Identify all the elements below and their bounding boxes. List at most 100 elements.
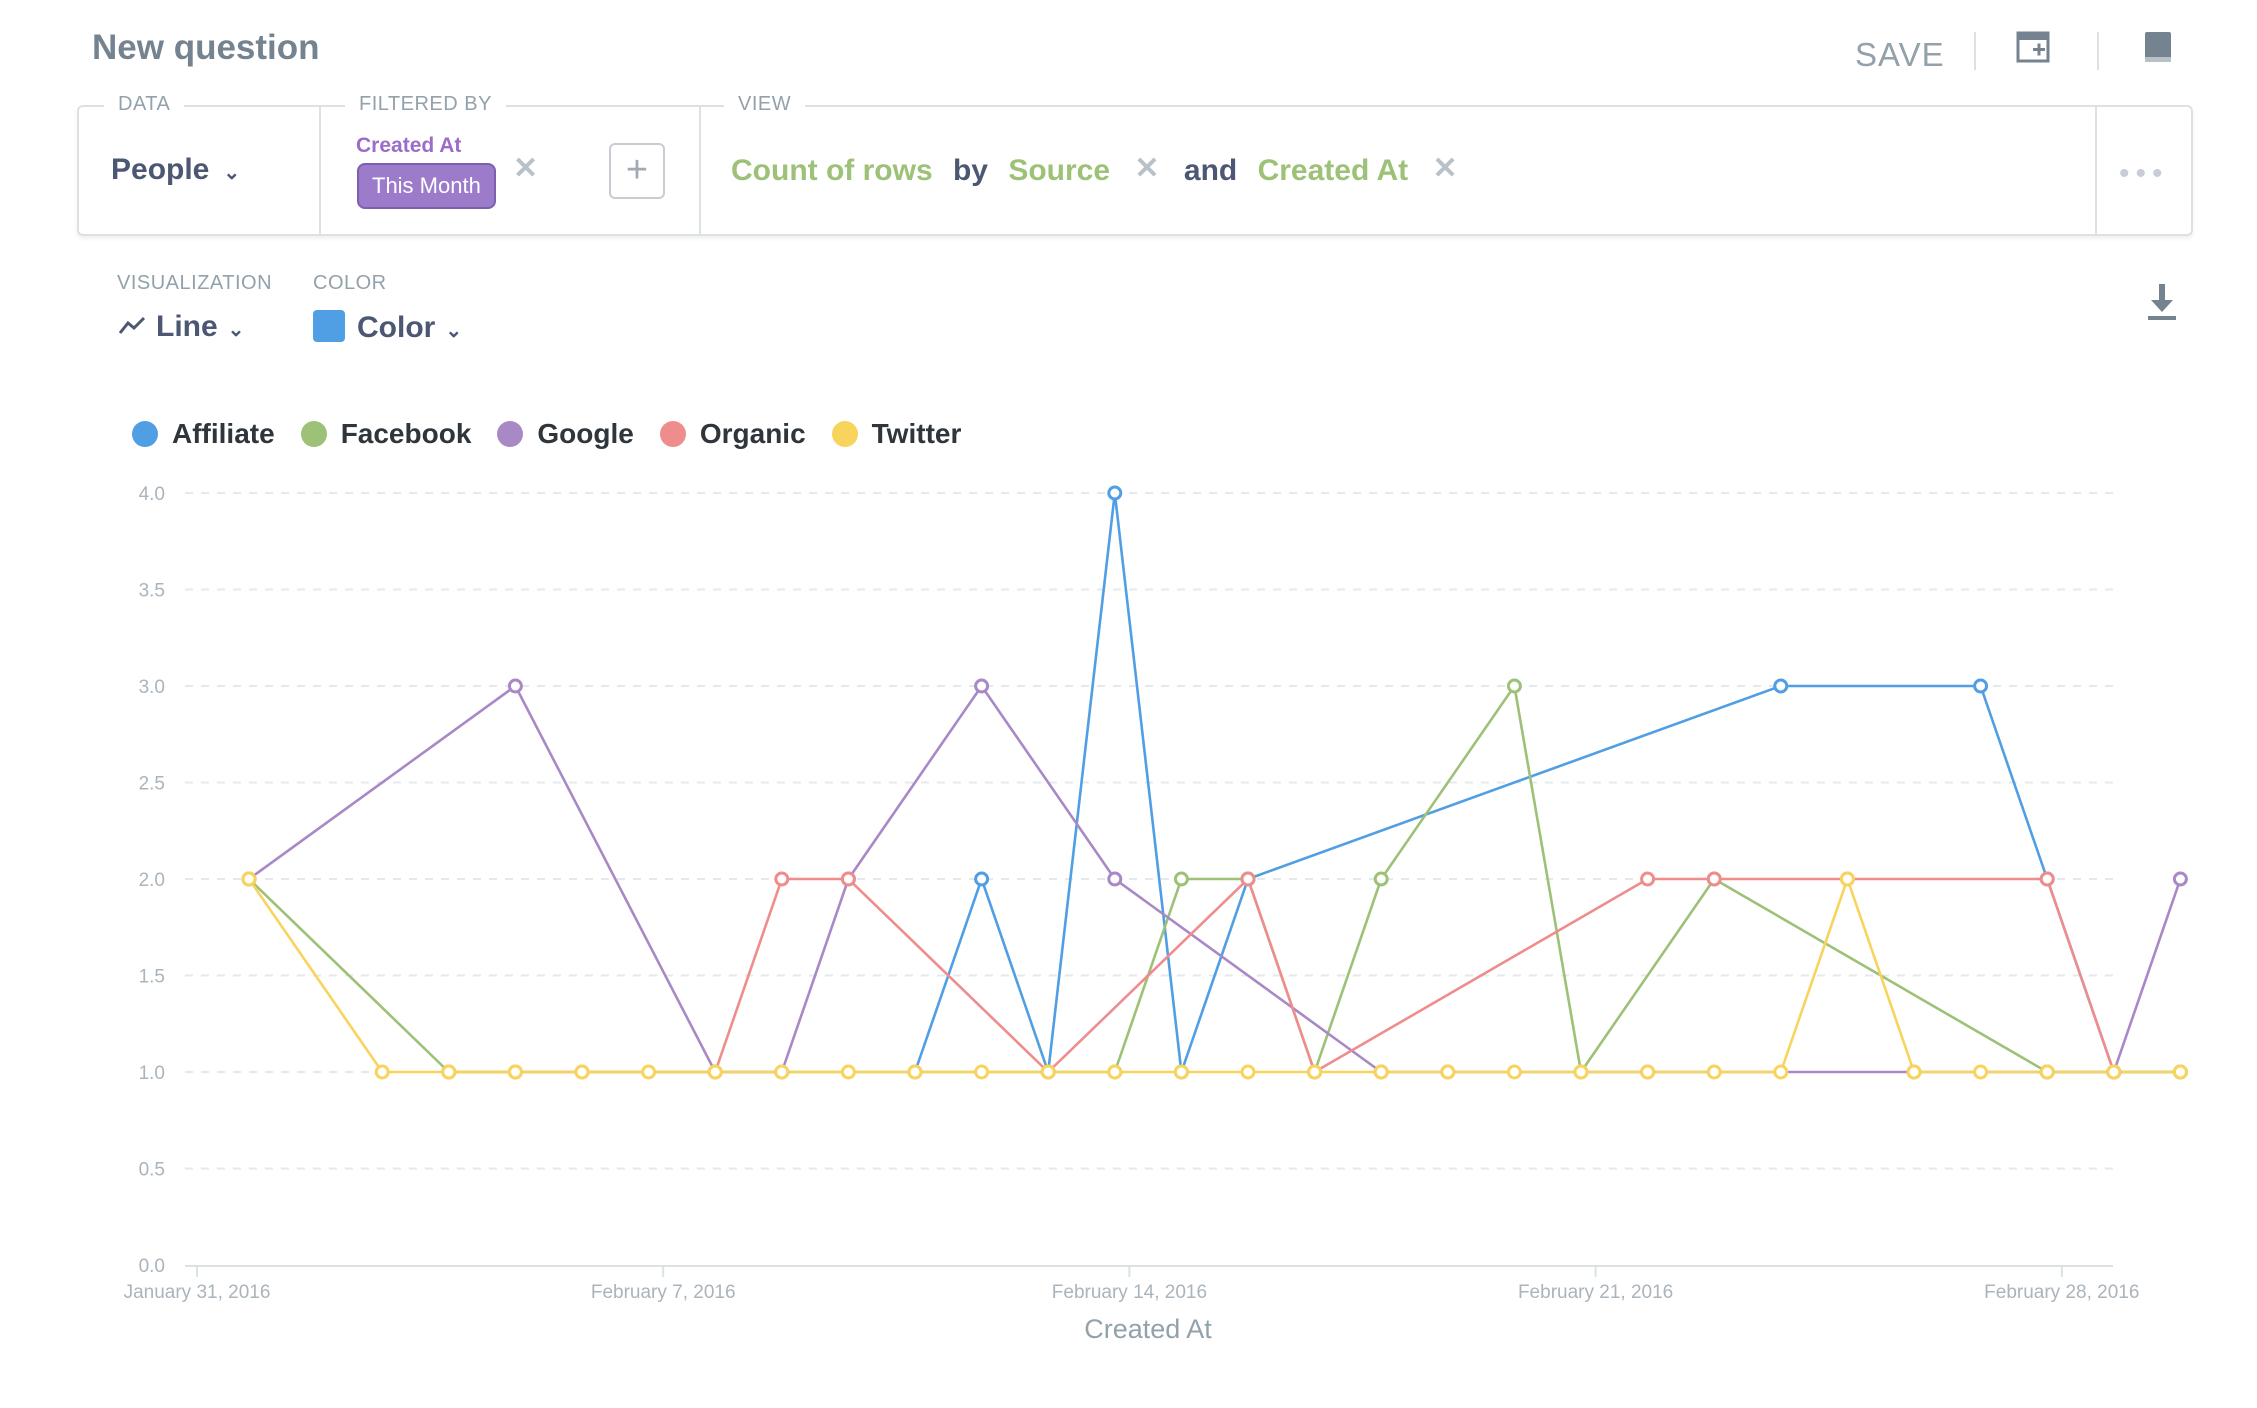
add-filter-button[interactable]: +	[609, 143, 665, 199]
header-divider	[2097, 32, 2099, 70]
data-point-google	[507, 678, 523, 694]
add-to-dashboard-icon[interactable]	[2016, 30, 2052, 66]
x-tick-label: January 31, 2016	[124, 1282, 271, 1303]
legend-dot	[659, 421, 686, 447]
legend-item-facebook[interactable]: Facebook	[300, 418, 472, 450]
book-icon[interactable]	[2140, 30, 2176, 66]
and-word: and	[1183, 154, 1238, 187]
color-swatch	[313, 310, 345, 342]
data-point-twitter	[1906, 1064, 1922, 1080]
legend-label: Google	[537, 418, 634, 449]
by-word: by	[952, 154, 988, 187]
data-point-organic	[840, 871, 856, 887]
view-section-label: VIEW	[724, 93, 806, 116]
x-tick-label: February 21, 2016	[1518, 1282, 1673, 1303]
data-point-google	[2172, 871, 2188, 887]
breakout-source[interactable]: Source	[1008, 154, 1111, 187]
data-point-twitter	[1107, 1064, 1123, 1080]
data-source-select[interactable]: People ⌄	[111, 153, 240, 187]
data-section-label: DATA	[104, 93, 185, 116]
data-point-twitter	[1307, 1064, 1323, 1080]
data-point-twitter	[507, 1064, 523, 1080]
data-point-twitter	[1506, 1064, 1522, 1080]
legend-dot	[132, 421, 158, 447]
legend-item-google[interactable]: Google	[497, 418, 634, 450]
filter-field-label: Created At	[356, 134, 462, 157]
data-point-twitter	[374, 1064, 390, 1080]
data-point-twitter	[641, 1064, 657, 1080]
y-tick-label: 4.0	[139, 484, 165, 505]
legend-dot	[300, 421, 327, 447]
legend-label: Organic	[699, 418, 806, 449]
remove-breakout-icon[interactable]: ✕	[1134, 152, 1160, 185]
legend-dot	[497, 421, 524, 447]
y-tick-label: 1.5	[139, 967, 165, 988]
remove-breakout-icon[interactable]: ✕	[1432, 152, 1458, 185]
chevron-down-icon: ⌄	[223, 162, 241, 184]
y-tick-label: 3.0	[139, 677, 165, 698]
line-chart-icon	[118, 316, 146, 334]
chevron-down-icon: ⌄	[445, 320, 463, 342]
data-point-twitter	[1839, 871, 1855, 887]
save-button[interactable]: SAVE	[1855, 36, 1945, 73]
data-point-organic	[1706, 871, 1722, 887]
data-point-twitter	[2172, 1064, 2188, 1080]
data-point-twitter	[1240, 1064, 1256, 1080]
legend-item-affiliate[interactable]: Affiliate	[132, 418, 275, 450]
data-point-google	[1107, 871, 1123, 887]
query-builder: People ⌄ Created At This Month ✕ + Count …	[77, 105, 2193, 236]
data-point-twitter	[774, 1064, 790, 1080]
legend-label: Affiliate	[172, 418, 275, 449]
y-tick-label: 2.0	[139, 870, 165, 891]
legend-label: Facebook	[340, 418, 472, 449]
data-point-twitter	[1973, 1064, 1989, 1080]
data-point-facebook	[1506, 678, 1522, 694]
data-point-organic	[1640, 871, 1656, 887]
section-divider	[319, 107, 321, 234]
visualization-value: Line	[156, 310, 218, 343]
filter-pill[interactable]: This Month	[357, 163, 496, 209]
y-tick-label: 0.0	[139, 1256, 165, 1277]
color-label: COLOR	[313, 272, 387, 294]
data-point-twitter	[840, 1064, 856, 1080]
legend-item-organic[interactable]: Organic	[659, 418, 806, 450]
view-summary: Count of rows by Source ✕ and Created At…	[731, 152, 1458, 188]
data-source-value: People	[111, 153, 210, 186]
more-options-icon[interactable]: •••	[2119, 157, 2169, 190]
visualization-picker[interactable]: Line ⌄	[118, 310, 244, 344]
color-value: Color	[357, 311, 436, 344]
section-divider	[2095, 107, 2097, 234]
metric-selector[interactable]: Count of rows	[731, 154, 933, 187]
y-tick-label: 1.0	[139, 1063, 165, 1084]
y-tick-label: 3.5	[139, 581, 165, 602]
data-point-twitter	[441, 1064, 457, 1080]
y-tick-label: 2.5	[139, 774, 165, 795]
x-tick-label: February 14, 2016	[1052, 1282, 1207, 1303]
data-point-twitter	[1440, 1064, 1456, 1080]
data-point-twitter	[1173, 1064, 1189, 1080]
chevron-down-icon: ⌄	[227, 319, 245, 341]
filter-section-label: FILTERED BY	[345, 93, 506, 116]
remove-filter-icon[interactable]: ✕	[513, 152, 539, 185]
breakout-created-at[interactable]: Created At	[1257, 154, 1409, 187]
data-point-twitter	[1773, 1064, 1789, 1080]
data-point-facebook	[1373, 871, 1389, 887]
data-point-twitter	[2106, 1064, 2122, 1080]
y-tick-label: 0.5	[139, 1160, 165, 1181]
legend-dot	[831, 421, 858, 447]
download-icon[interactable]	[2144, 282, 2180, 322]
data-point-twitter	[1373, 1064, 1389, 1080]
x-tick-label: February 7, 2016	[591, 1282, 736, 1303]
section-divider	[699, 107, 701, 234]
data-point-twitter	[974, 1064, 990, 1080]
data-point-affiliate	[974, 871, 990, 887]
data-point-affiliate	[1107, 485, 1123, 501]
data-point-affiliate	[1773, 678, 1789, 694]
data-point-organic	[2039, 871, 2055, 887]
legend-item-twitter[interactable]: Twitter	[831, 418, 962, 450]
legend-label: Twitter	[871, 418, 962, 449]
visualization-label: VISUALIZATION	[117, 272, 273, 294]
color-picker[interactable]: Color ⌄	[313, 310, 462, 345]
page-title: New question	[92, 28, 320, 67]
